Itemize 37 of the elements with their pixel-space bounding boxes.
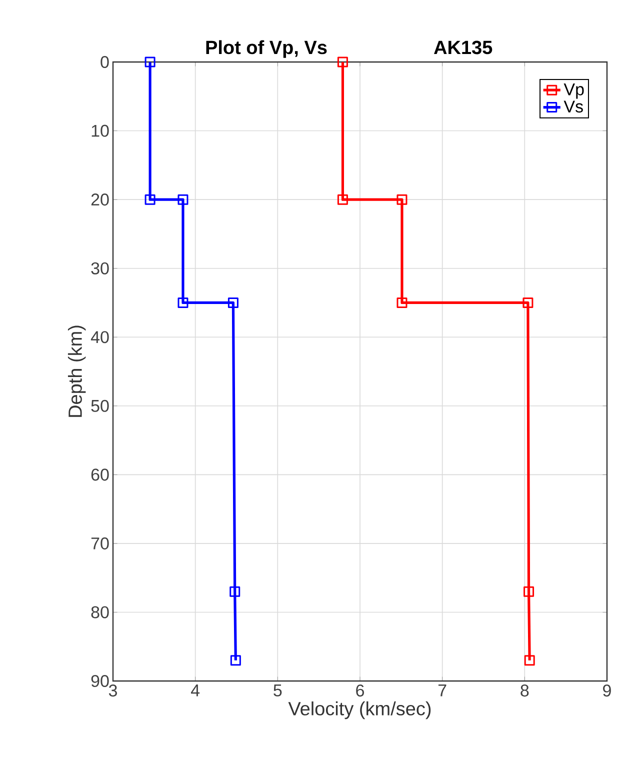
x-tick-label: 5 <box>274 684 282 696</box>
x-tick-label: 8 <box>520 684 529 697</box>
point <box>230 655 241 666</box>
point <box>524 655 535 666</box>
x-axis-title: Velocity (km/sec) <box>288 701 431 720</box>
y-tick-label: 90 <box>91 674 109 688</box>
x-tick-label: 3 <box>108 684 117 697</box>
chart-title: Plot of Vp, Vs <box>206 40 327 58</box>
point <box>178 297 188 308</box>
x-tick-label: 7 <box>438 684 446 696</box>
y-tick-label: 70 <box>91 537 109 550</box>
point <box>144 194 156 205</box>
x-tick-label: 4 <box>190 684 200 696</box>
legend-label: Vp <box>564 84 584 99</box>
point <box>144 56 156 68</box>
y-tick-label: 60 <box>91 468 109 481</box>
point <box>230 586 240 597</box>
y-tick-label: 0 <box>100 56 109 68</box>
point <box>178 194 188 205</box>
x-tick-label: 6 <box>356 684 364 697</box>
point <box>524 586 534 597</box>
y-tick-label: 30 <box>91 262 109 274</box>
point <box>396 297 408 308</box>
y-tick-label: 80 <box>91 606 109 618</box>
point <box>522 297 534 308</box>
point <box>337 194 348 205</box>
y-tick-label: 50 <box>91 400 109 412</box>
point <box>337 56 348 68</box>
y-tick-label: 10 <box>92 124 109 137</box>
y-tick-label: 20 <box>91 194 109 206</box>
x-tick-label: 9 <box>603 684 611 697</box>
y-axis-title: Depth (km) <box>68 326 86 417</box>
y-tick-label: 40 <box>90 331 109 344</box>
legend-label: Vs <box>564 100 583 113</box>
point <box>396 194 408 205</box>
chart-subtitle: AK135 <box>434 40 492 54</box>
point <box>228 297 238 308</box>
